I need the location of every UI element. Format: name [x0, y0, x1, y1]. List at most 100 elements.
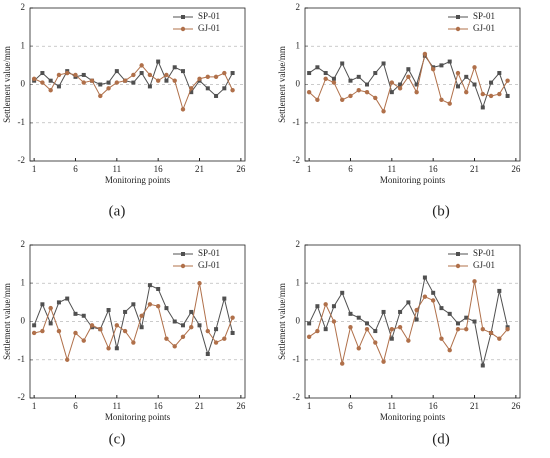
point: [331, 80, 337, 85]
x-tick-label: 11: [387, 401, 396, 411]
legend-label: SP-01: [473, 248, 495, 258]
point: [114, 80, 120, 85]
legend-marker: [456, 15, 460, 19]
caption: (c): [109, 431, 126, 447]
point: [323, 71, 328, 76]
point: [106, 308, 111, 313]
point: [205, 328, 210, 334]
point: [189, 325, 194, 330]
point: [398, 309, 403, 314]
x-tick-label: 26: [236, 401, 246, 411]
point: [214, 327, 219, 332]
y-tick-label: -1: [18, 117, 26, 127]
point: [32, 323, 37, 328]
point: [164, 336, 169, 341]
point: [455, 84, 460, 89]
point: [189, 309, 194, 314]
point: [340, 290, 345, 295]
y-tick-label: -2: [293, 392, 301, 402]
point: [230, 315, 235, 320]
point: [230, 71, 235, 76]
point: [356, 315, 361, 320]
y-tick-label: 2: [21, 2, 26, 12]
point: [197, 281, 202, 286]
point: [381, 359, 386, 364]
series-line: [308, 281, 508, 364]
point: [480, 363, 485, 368]
point: [406, 300, 411, 305]
point: [389, 326, 395, 332]
point: [106, 80, 111, 85]
point: [331, 76, 336, 81]
y-tick-label: -2: [18, 392, 26, 402]
point: [464, 315, 469, 320]
point: [164, 72, 169, 78]
point: [230, 330, 235, 335]
x-tick-label: 1: [307, 164, 312, 174]
point: [464, 74, 469, 79]
point: [147, 283, 152, 288]
point: [348, 325, 353, 330]
point: [81, 80, 86, 85]
point: [56, 328, 62, 334]
point: [48, 78, 53, 83]
x-tick-label: 6: [348, 401, 353, 411]
point: [197, 76, 202, 81]
y-tick-label: 0: [21, 79, 26, 89]
legend-label: SP-01: [473, 11, 495, 21]
point: [172, 319, 177, 324]
point: [315, 97, 320, 103]
point: [455, 321, 460, 326]
point: [422, 294, 428, 299]
point: [114, 346, 119, 351]
point: [472, 319, 477, 324]
point: [497, 288, 502, 293]
point: [455, 70, 461, 76]
point: [98, 93, 103, 99]
legend-label: SP-01: [198, 11, 220, 21]
point: [447, 347, 452, 353]
point: [155, 78, 161, 83]
point: [381, 109, 386, 114]
point: [155, 304, 161, 309]
point: [497, 71, 502, 76]
point: [205, 352, 210, 357]
caption: (a): [109, 203, 126, 219]
x-tick-label: 21: [470, 401, 479, 411]
point: [139, 325, 144, 330]
point: [40, 71, 45, 76]
point: [356, 346, 361, 351]
point: [373, 329, 378, 334]
point: [81, 338, 86, 343]
point: [464, 326, 469, 332]
x-axis-label: Monitoring points: [380, 412, 446, 422]
point: [89, 323, 95, 328]
point: [505, 78, 510, 83]
point: [431, 290, 436, 295]
point: [472, 279, 477, 284]
point: [381, 61, 386, 66]
y-tick-label: -1: [18, 354, 26, 364]
point: [340, 61, 345, 66]
point: [48, 88, 53, 93]
point: [331, 304, 336, 309]
legend-marker: [455, 263, 461, 269]
x-tick-label: 6: [73, 401, 78, 411]
plot-frame: [29, 244, 246, 399]
point: [73, 311, 78, 316]
point: [180, 323, 185, 328]
point: [213, 74, 219, 80]
point: [139, 63, 144, 68]
x-tick-label: 6: [73, 164, 78, 174]
point: [406, 74, 411, 80]
plot-frame: [304, 244, 521, 399]
x-axis-label: Monitoring points: [105, 412, 171, 422]
point: [122, 78, 128, 83]
point: [505, 326, 510, 332]
x-tick-label: 16: [429, 401, 439, 411]
point: [131, 340, 136, 345]
x-tick-label: 11: [387, 164, 396, 174]
point: [373, 95, 378, 101]
legend-label: GJ-01: [473, 23, 495, 33]
